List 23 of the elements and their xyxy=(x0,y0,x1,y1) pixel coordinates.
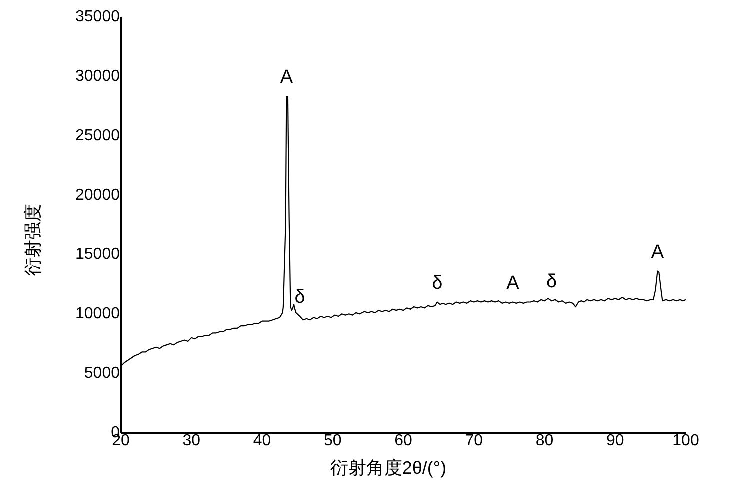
annotation: δ xyxy=(294,287,306,308)
x-tick-label: 30 xyxy=(182,432,201,450)
annotation: A xyxy=(651,242,664,263)
x-tick-label: 70 xyxy=(465,432,484,450)
x-tick-label: 90 xyxy=(606,432,624,450)
y-tick-label: 30000 xyxy=(76,68,120,85)
annotation: A xyxy=(280,67,294,88)
y-tick-label: 5000 xyxy=(84,365,120,382)
x-tick-label: 50 xyxy=(324,432,342,450)
annotation: δ xyxy=(432,272,443,294)
annotation: δ xyxy=(546,272,558,293)
x-tick-label: 100 xyxy=(672,432,700,450)
y-tick-label: 20000 xyxy=(76,186,120,204)
y-tick-label: 15000 xyxy=(76,246,120,264)
x-axis-title: 衍射角度2θ/(°) xyxy=(330,458,447,478)
annotation: A xyxy=(506,272,520,294)
y-tick-label: 35000 xyxy=(76,8,120,26)
y-axis-title: 衍射强度 xyxy=(23,204,43,276)
x-tick-label: 60 xyxy=(394,432,412,450)
y-tick-label: 10000 xyxy=(76,306,120,323)
x-tick-label: 40 xyxy=(253,432,272,450)
x-tick-label: 80 xyxy=(536,432,554,450)
y-tick-label: 25000 xyxy=(76,127,120,144)
